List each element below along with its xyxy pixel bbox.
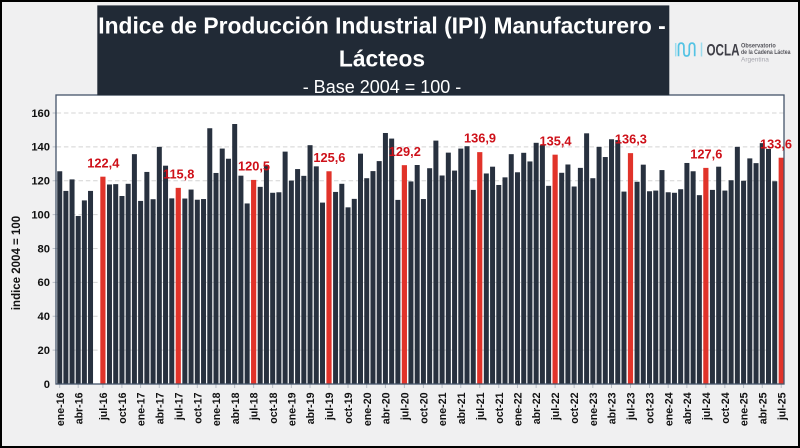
svg-text:136,3: 136,3	[615, 132, 647, 147]
svg-text:60: 60	[38, 277, 50, 289]
svg-text:oct-20: oct-20	[418, 392, 430, 423]
svg-text:125,6: 125,6	[313, 150, 345, 165]
svg-text:120,5: 120,5	[238, 159, 270, 174]
svg-text:ene-17: ene-17	[136, 392, 148, 426]
svg-text:ene-20: ene-20	[362, 392, 374, 426]
svg-text:oct-18: oct-18	[268, 392, 280, 423]
svg-text:ene-18: ene-18	[211, 392, 223, 426]
svg-text:136,9: 136,9	[464, 131, 496, 146]
svg-text:80: 80	[38, 243, 50, 255]
svg-text:jul-21: jul-21	[475, 392, 487, 421]
svg-text:abr-25: abr-25	[757, 392, 769, 424]
svg-text:ene-24: ene-24	[663, 392, 675, 426]
svg-text:indice 2004 = 100: indice 2004 = 100	[11, 216, 23, 310]
svg-text:abr-20: abr-20	[381, 392, 393, 424]
svg-text:Indice de Producción Industria: Indice de Producción Industrial (IPI) Ma…	[98, 13, 665, 39]
svg-text:100: 100	[31, 209, 50, 221]
svg-text:40: 40	[38, 311, 50, 323]
svg-text:abr-22: abr-22	[531, 392, 543, 424]
svg-text:ene-21: ene-21	[437, 392, 449, 426]
svg-text:0: 0	[44, 379, 50, 391]
svg-text:133,6: 133,6	[760, 136, 792, 151]
svg-text:129,2: 129,2	[389, 144, 421, 159]
svg-text:Lácteos: Lácteos	[339, 46, 425, 72]
svg-text:jul-23: jul-23	[626, 392, 638, 421]
svg-text:oct-22: oct-22	[569, 392, 581, 423]
svg-text:122,4: 122,4	[87, 155, 120, 170]
svg-text:oct-24: oct-24	[720, 392, 732, 423]
svg-text:120: 120	[31, 176, 50, 188]
svg-text:135,4: 135,4	[539, 133, 572, 148]
svg-text:ene-23: ene-23	[588, 392, 600, 426]
svg-text:oct-19: oct-19	[343, 392, 355, 423]
svg-text:oct-21: oct-21	[494, 392, 506, 423]
svg-text:abr-17: abr-17	[154, 392, 166, 424]
svg-text:127,6: 127,6	[690, 146, 722, 161]
svg-text:ene-16: ene-16	[55, 392, 67, 426]
svg-text:Argentina: Argentina	[741, 57, 769, 64]
svg-text:jul-19: jul-19	[324, 392, 336, 421]
svg-text:160: 160	[31, 108, 50, 120]
svg-text:abr-18: abr-18	[230, 392, 242, 424]
svg-text:OCLA: OCLA	[707, 41, 740, 59]
svg-text:ene-22: ene-22	[513, 392, 525, 426]
svg-text:jul-20: jul-20	[399, 392, 411, 421]
svg-text:abr-19: abr-19	[305, 392, 317, 424]
svg-text:oct-17: oct-17	[192, 392, 204, 423]
svg-text:abr-21: abr-21	[456, 392, 468, 424]
svg-text:abr-24: abr-24	[682, 392, 694, 424]
svg-text:jul-18: jul-18	[249, 392, 261, 421]
svg-text:140: 140	[31, 142, 50, 154]
svg-text:jul-17: jul-17	[173, 392, 185, 421]
svg-text:ene-25: ene-25	[739, 392, 751, 426]
svg-text:oct-23: oct-23	[645, 392, 657, 423]
svg-text:jul-25: jul-25	[776, 392, 788, 421]
svg-text:abr-23: abr-23	[607, 392, 619, 424]
svg-text:115,8: 115,8	[163, 166, 194, 181]
svg-text:jul-24: jul-24	[701, 392, 713, 421]
svg-text:ene-19: ene-19	[286, 392, 298, 426]
svg-text:20: 20	[38, 345, 50, 357]
svg-text:de la Cadena Láctea: de la Cadena Láctea	[741, 49, 791, 56]
svg-text:oct-16: oct-16	[117, 392, 129, 423]
svg-text:- Base 2004 = 100 -: - Base 2004 = 100 -	[303, 77, 462, 97]
svg-text:jul-22: jul-22	[550, 392, 562, 421]
svg-text:Observatorio: Observatorio	[741, 43, 776, 50]
svg-text:abr-16: abr-16	[73, 392, 85, 424]
svg-text:jul-16: jul-16	[98, 392, 110, 421]
